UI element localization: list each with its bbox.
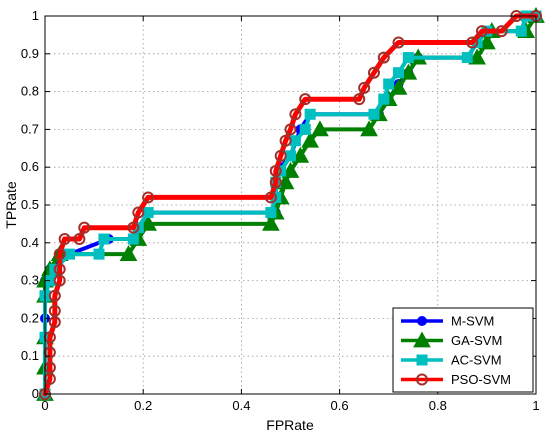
y-tick-label: 0.1: [21, 348, 39, 363]
data-point: [284, 123, 297, 136]
legend-label: AC-SVM: [451, 353, 502, 368]
data-point: [281, 161, 300, 178]
data-point: [142, 207, 154, 219]
legend-marker: [416, 373, 428, 386]
data-point: [402, 52, 414, 64]
data-point: [360, 120, 378, 137]
data-point: [289, 108, 302, 121]
data-point: [119, 245, 138, 262]
data-point: [73, 233, 86, 246]
data-point: [132, 206, 145, 219]
data-point: [269, 176, 282, 189]
x-axis-title: FPRate: [266, 417, 314, 433]
data-point: [279, 134, 292, 147]
data-point: [64, 248, 76, 260]
data-point: [468, 48, 486, 65]
data-point: [285, 150, 296, 162]
x-tick-label: 1: [532, 398, 539, 413]
data-point: [368, 108, 380, 120]
data-point: [311, 120, 329, 137]
y-tick-label: 0.5: [21, 197, 39, 212]
y-tick-label: 1: [32, 8, 39, 23]
data-point: [93, 248, 105, 260]
data-point: [399, 63, 418, 80]
y-tick-label: 0.9: [21, 46, 39, 61]
legend-marker: [416, 354, 428, 366]
legend-label: M-SVM: [451, 314, 494, 329]
data-point: [304, 108, 316, 120]
data-point: [127, 233, 139, 245]
legend-item: M-SVM: [401, 314, 494, 329]
y-tick-label: 0.2: [21, 310, 39, 325]
data-point: [466, 36, 479, 49]
data-point: [48, 304, 61, 317]
y-tick-label: 0.4: [21, 235, 39, 250]
data-point: [53, 274, 66, 287]
x-tick-label: 0.4: [232, 398, 250, 413]
data-point: [358, 81, 371, 94]
y-tick-label: 0.8: [21, 84, 39, 99]
data-point: [478, 33, 496, 50]
data-point: [378, 93, 390, 105]
data-point: [265, 207, 277, 219]
x-tick-label: 0: [41, 398, 48, 413]
series-line: [42, 13, 539, 397]
data-point: [127, 221, 140, 234]
data-point: [53, 248, 66, 261]
data-point: [461, 52, 473, 64]
series-pso-svm: [39, 10, 542, 400]
data-point: [299, 123, 311, 135]
data-point: [98, 233, 110, 245]
data-point: [78, 221, 91, 234]
data-point: [383, 78, 395, 90]
legend-label: GA-SVM: [451, 333, 502, 348]
axis-ticks: 0 0.2 0.4 0.6 0.8 1 0 0.1 0.2 0.3 0.4 0.5 0.6 0.7 0.8 0…: [21, 8, 540, 413]
data-point: [301, 131, 319, 148]
data-point: [475, 25, 488, 38]
data-point: [269, 164, 282, 177]
data-point: [48, 289, 61, 302]
y-tick-label: 0: [32, 386, 39, 401]
data-point: [289, 135, 301, 147]
x-tick-label: 0.6: [331, 398, 349, 413]
y-tick-label: 0.7: [21, 121, 39, 136]
y-axis-title: TPRate: [3, 181, 19, 229]
data-point: [264, 191, 277, 204]
data-point: [262, 214, 280, 231]
data-point: [392, 36, 405, 49]
x-tick-label: 0.2: [134, 398, 152, 413]
legend-item: GA-SVM: [401, 331, 502, 348]
legend-item: AC-SVM: [401, 353, 502, 368]
data-point: [299, 93, 312, 106]
legend-marker: [417, 316, 427, 326]
data-point: [58, 233, 71, 246]
data-point: [291, 146, 310, 163]
data-point: [353, 93, 366, 106]
data-point: [377, 51, 390, 64]
data-point: [142, 191, 155, 204]
legend: M-SVM GA-SVM AC-SVM PSO-SVM: [392, 307, 534, 393]
legend-label: PSO-SVM: [451, 372, 511, 387]
data-point: [367, 66, 380, 79]
data-point: [48, 316, 61, 329]
data-point: [139, 214, 157, 231]
y-tick-label: 0.6: [21, 159, 39, 174]
series-layer: [36, 6, 545, 401]
data-point: [274, 149, 287, 162]
y-tick-label: 0.3: [21, 273, 39, 288]
data-point: [389, 78, 408, 95]
data-point: [53, 263, 66, 276]
x-tick-label: 0.8: [429, 398, 447, 413]
grid-lines: [45, 16, 536, 394]
legend-marker: [413, 331, 431, 348]
data-point: [393, 67, 405, 79]
legend-item: PSO-SVM: [401, 372, 511, 387]
data-point: [515, 25, 527, 37]
data-point: [495, 25, 508, 38]
